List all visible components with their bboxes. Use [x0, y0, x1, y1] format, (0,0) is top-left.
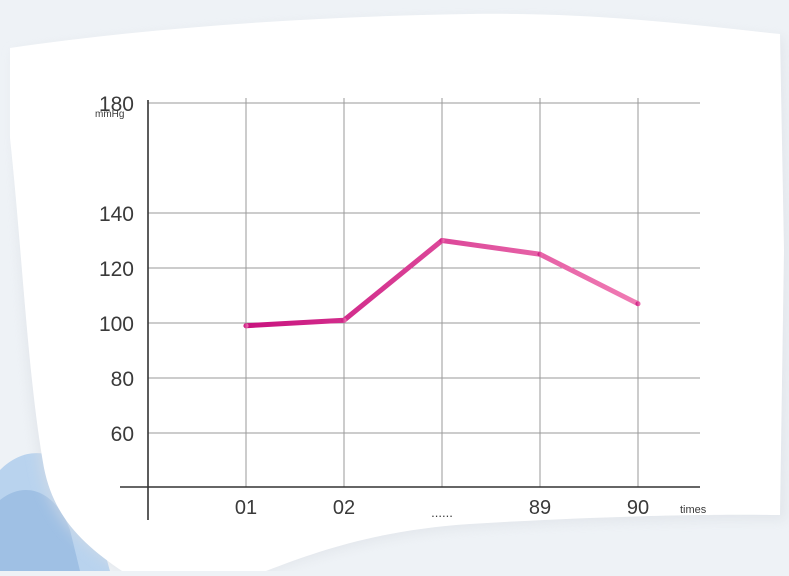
y-tick-label-60: 60	[111, 423, 134, 446]
data-point-0	[244, 323, 249, 328]
x-tick-label-2: ......	[431, 505, 453, 520]
data-point-1	[342, 318, 347, 323]
y-tick-label-140: 140	[99, 203, 134, 226]
y-tick-label-80: 80	[111, 368, 134, 391]
y-axis-unit-label: mmHg	[95, 109, 124, 120]
y-tick-label-100: 100	[99, 313, 134, 336]
x-axis-unit-label: times	[680, 504, 707, 516]
x-tick-label-1: 02	[333, 497, 355, 519]
y-tick-label-120: 120	[99, 258, 134, 281]
x-tick-label-0: 01	[235, 497, 257, 519]
data-point-2	[440, 238, 445, 243]
x-tick-label-3: 89	[529, 497, 551, 519]
x-tick-label-4: 90	[627, 497, 649, 519]
data-point-3	[538, 252, 543, 257]
data-point-4	[636, 301, 641, 306]
